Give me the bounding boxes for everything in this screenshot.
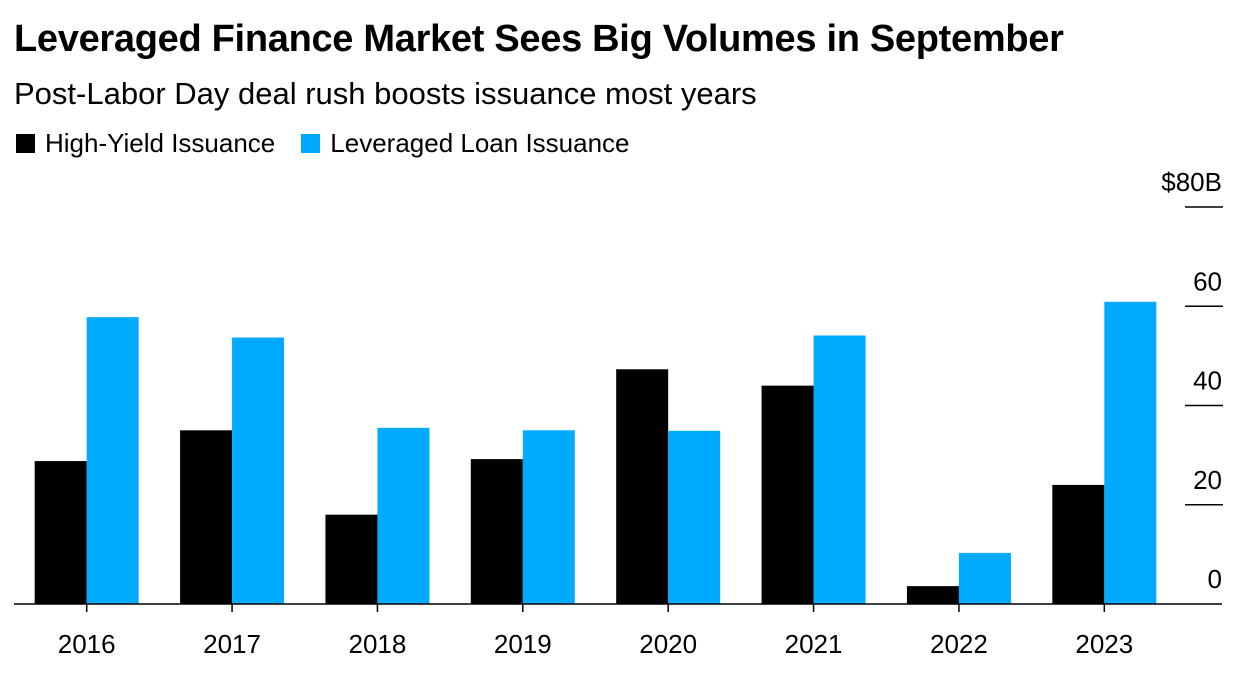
bar-high-yield-issuance-2022 — [906, 586, 959, 604]
bar-high-yield-issuance-2023 — [1052, 484, 1105, 604]
bar-leveraged-loan-issuance-2019 — [522, 430, 575, 604]
x-tick-label-2019: 2019 — [494, 629, 552, 659]
y-tick-label-20: 20 — [1193, 465, 1222, 495]
legend-item-leveraged-loan: Leveraged Loan Issuance — [301, 128, 630, 159]
bar-high-yield-issuance-2021 — [761, 385, 814, 604]
x-tick-label-2018: 2018 — [349, 629, 407, 659]
bars — [34, 301, 1157, 604]
legend-item-high-yield: High-Yield Issuance — [16, 128, 275, 159]
bar-leveraged-loan-issuance-2023 — [1104, 301, 1157, 604]
chart-title: Leveraged Finance Market Sees Big Volume… — [14, 18, 1064, 60]
bar-high-yield-issuance-2020 — [616, 369, 669, 604]
chart-subtitle: Post-Labor Day deal rush boosts issuance… — [14, 76, 757, 111]
legend-label-leveraged-loan: Leveraged Loan Issuance — [330, 128, 630, 158]
bar-high-yield-issuance-2016 — [34, 461, 87, 604]
x-tick-label-2022: 2022 — [930, 629, 988, 659]
x-tick-label-2016: 2016 — [58, 629, 116, 659]
bar-high-yield-issuance-2019 — [470, 459, 523, 604]
bar-leveraged-loan-issuance-2018 — [377, 427, 430, 604]
y-tick-label-80: $80B — [1161, 167, 1222, 197]
y-axis: 0 20 40 60 $80B — [1161, 167, 1223, 594]
bar-leveraged-loan-issuance-2022 — [958, 552, 1011, 604]
x-tick-label-2017: 2017 — [203, 629, 261, 659]
legend-swatch-high-yield — [16, 134, 35, 153]
bar-leveraged-loan-issuance-2016 — [86, 317, 139, 604]
y-tick-label-0: 0 — [1208, 564, 1222, 594]
bar-leveraged-loan-issuance-2020 — [668, 430, 721, 604]
bar-high-yield-issuance-2017 — [180, 430, 233, 604]
y-tick-label-60: 60 — [1193, 266, 1222, 296]
x-tick-label-2023: 2023 — [1075, 629, 1133, 659]
legend-swatch-leveraged-loan — [301, 134, 321, 153]
bar-leveraged-loan-issuance-2021 — [813, 335, 866, 604]
x-axis: 2016 2017 2018 2019 2020 2021 2022 2023 — [14, 603, 1222, 659]
x-tick-label-2020: 2020 — [639, 629, 697, 659]
bar-high-yield-issuance-2018 — [325, 514, 378, 604]
x-tick-label-2021: 2021 — [785, 629, 843, 659]
bar-leveraged-loan-issuance-2017 — [232, 337, 285, 604]
legend-label-high-yield: High-Yield Issuance — [45, 128, 276, 158]
chart-legend: High-Yield Issuance Leveraged Loan Issua… — [16, 128, 656, 159]
y-tick-label-40: 40 — [1193, 366, 1222, 396]
